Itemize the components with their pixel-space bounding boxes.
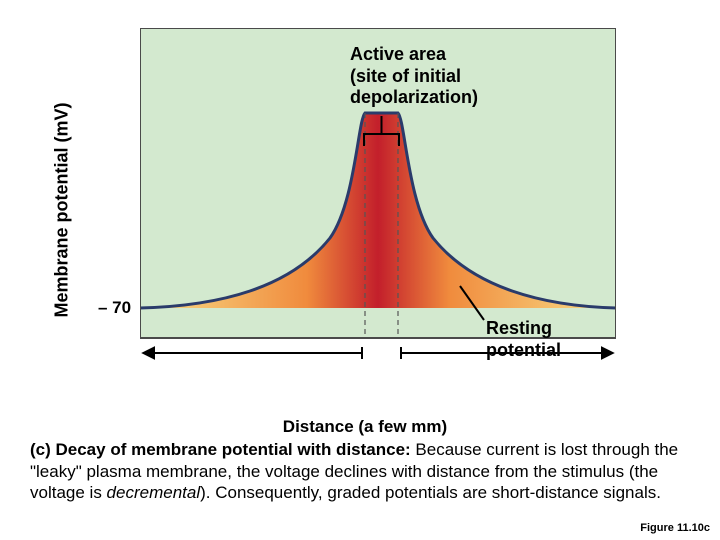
- annotation-resting: Resting potential: [486, 318, 616, 361]
- tick-minus70: – 70: [98, 298, 131, 318]
- figure-number: Figure 11.10c: [640, 522, 710, 534]
- caption-prefix: (c): [30, 440, 56, 459]
- y-axis-label: Membrane potential (mV): [52, 102, 73, 317]
- active-area-line3: depolarization): [350, 87, 478, 107]
- caption-body: (c) Decay of membrane potential with dis…: [30, 439, 700, 503]
- caption-bold-lead: Decay of membrane potential with distanc…: [56, 440, 416, 459]
- x-axis-label: Distance (a few mm): [30, 416, 700, 437]
- caption-body-2: ). Consequently, graded potentials are s…: [200, 483, 661, 502]
- active-area-line1: Active area: [350, 44, 446, 64]
- chart-plot: – 70 Active area (site of initial depola…: [140, 28, 616, 388]
- active-area-line2: (site of initial: [350, 66, 461, 86]
- annotation-active-area: Active area (site of initial depolarizat…: [350, 44, 478, 109]
- caption-italic: decremental: [107, 483, 201, 502]
- caption-block: Distance (a few mm) (c) Decay of membran…: [30, 416, 700, 503]
